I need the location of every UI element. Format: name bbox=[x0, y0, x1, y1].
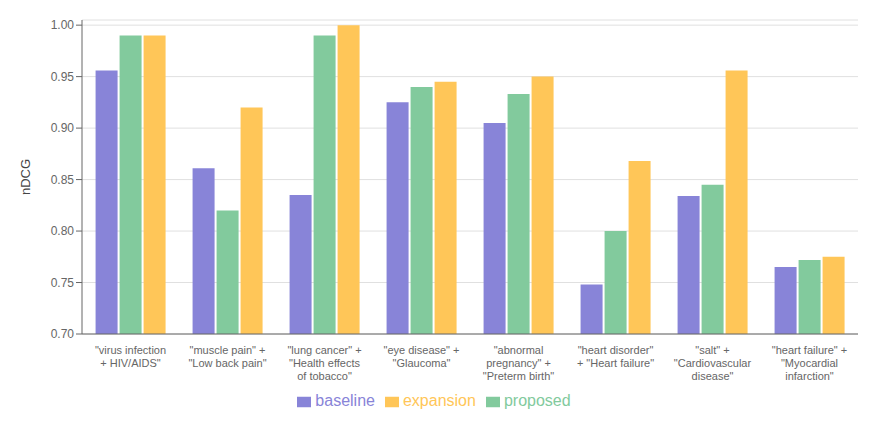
svg-text:0.80: 0.80 bbox=[51, 224, 75, 238]
svg-text:"heart failure" +"Myocardialin: "heart failure" +"Myocardialinfarction" bbox=[772, 344, 847, 382]
svg-text:0.70: 0.70 bbox=[51, 327, 75, 341]
svg-text:"virus infection+ HIV/AIDS": "virus infection+ HIV/AIDS" bbox=[95, 344, 166, 369]
svg-text:0.85: 0.85 bbox=[51, 173, 75, 187]
svg-text:"abnormalpregnancy" +"Preterm: "abnormalpregnancy" +"Preterm birth" bbox=[483, 344, 554, 382]
svg-text:"salt" +"Cardiovasculardisease: "salt" +"Cardiovasculardisease" bbox=[674, 344, 752, 382]
svg-text:nDCG: nDCG bbox=[18, 159, 33, 195]
svg-text:"lung cancer" +"Health effects: "lung cancer" +"Health effectsof tobacco… bbox=[287, 344, 361, 382]
html-text:proposed: proposed bbox=[503, 392, 571, 409]
svg-text:0.95: 0.95 bbox=[51, 70, 75, 84]
html-text:expansion: expansion bbox=[403, 392, 476, 409]
svg-text:0.90: 0.90 bbox=[51, 121, 75, 135]
html-text:baseline: baseline bbox=[315, 392, 375, 409]
svg-text:"muscle pain" +"Low back pain": "muscle pain" +"Low back pain" bbox=[188, 344, 266, 369]
svg-text:"heart disorder"+ "Heart failu: "heart disorder"+ "Heart failure" bbox=[577, 344, 654, 369]
svg-text:"eye disease" +"Glaucoma": "eye disease" +"Glaucoma" bbox=[384, 344, 460, 369]
svg-text:0.75: 0.75 bbox=[51, 276, 75, 290]
svg-text:1.00: 1.00 bbox=[51, 18, 75, 32]
